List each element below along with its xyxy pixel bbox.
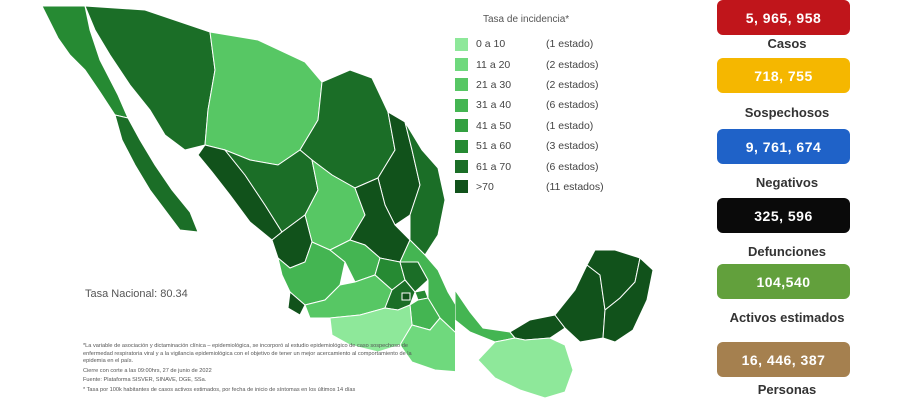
- stat-personas-value: 16, 446, 387: [717, 342, 850, 377]
- state-oaxaca: [399, 317, 455, 373]
- state-chiapas: [477, 337, 574, 399]
- footnote-source: Fuente: Plataforma SISVER, SINAVE, DGE, …: [83, 377, 207, 384]
- legend-count: (1 estado): [546, 119, 594, 132]
- legend-range: 61 a 70: [476, 160, 512, 173]
- legend-swatch: [455, 98, 468, 112]
- stat-negativos-label: Negativos: [755, 175, 819, 190]
- legend-row: 61 a 70 (6 estados): [455, 156, 645, 176]
- footnote-rate-definition: * Tasa por 100k habitantes de casos acti…: [83, 386, 356, 393]
- legend-rows: 0 a 10 (1 estado) 11 a 20 (2 estados) 21 a 3…: [455, 34, 645, 197]
- state-jalisco: [277, 241, 346, 306]
- stats-panel: 5, 965, 958 Casos 718, 755 Sospechosos 9…: [717, 0, 853, 400]
- legend-swatch: [455, 139, 468, 153]
- mexico-incidence-map: [41, 5, 455, 373]
- footnote-cutoff: Cierre con corte a las 09:00hrs, 27 de j…: [83, 367, 212, 374]
- legend-row: 51 a 60 (3 estados): [455, 136, 645, 156]
- legend-range: >70: [476, 180, 494, 193]
- map-area: Tasa de incidencia* 0 a 10 (1 estado) 11 a…: [41, 5, 654, 399]
- legend-swatch: [455, 160, 468, 174]
- stat-defunciones-label: Defunciones: [747, 244, 826, 259]
- state-campeche: [554, 264, 606, 343]
- stat-sospechosos-value: 718, 755: [717, 58, 850, 93]
- legend-range: 41 a 50: [476, 119, 512, 132]
- legend-count: (2 estados): [546, 58, 599, 71]
- legend-swatch: [455, 180, 468, 194]
- state-veracruz: [399, 239, 455, 333]
- legend-count: (1 estado): [546, 38, 594, 51]
- legend-range: 0 a 10: [476, 38, 506, 51]
- stat-personas-label: Personas: [757, 382, 817, 397]
- stat-negativos-value: 9, 761, 674: [717, 129, 850, 164]
- legend-count: (11 estados): [546, 180, 604, 193]
- legend-range: 11 a 20: [476, 58, 511, 71]
- southeast-incidence-map: [455, 249, 654, 399]
- national-rate: Tasa Nacional: 80.34: [85, 288, 188, 300]
- legend-range: 31 a 40: [476, 99, 512, 112]
- stat-activos-label: Activos estimados: [729, 310, 845, 325]
- legend-count: (6 estados): [546, 99, 599, 112]
- legend-row: 21 a 30 (2 estados): [455, 75, 645, 95]
- state-tabasco: [509, 314, 566, 341]
- legend-count: (2 estados): [546, 78, 599, 91]
- legend-count: (6 estados): [546, 160, 599, 173]
- legend-range: 51 a 60: [476, 140, 512, 153]
- legend-swatch: [455, 37, 468, 51]
- stat-casos-value: 5, 965, 958: [717, 0, 850, 35]
- footnote-methodology: *La variable de asociación y dictaminaci…: [83, 343, 412, 365]
- legend-row: 0 a 10 (1 estado): [455, 34, 645, 54]
- legend-swatch: [455, 58, 468, 72]
- state-ciudad-de-mexico: [401, 292, 411, 301]
- legend-row: >70 (11 estados): [455, 177, 645, 197]
- legend-title: Tasa de incidencia*: [483, 14, 570, 25]
- state-veracruz-south: [455, 289, 516, 343]
- stat-sospechosos-label: Sospechosos: [744, 105, 830, 120]
- legend-row: 31 a 40 (6 estados): [455, 95, 645, 115]
- legend-range: 21 a 30: [476, 78, 512, 91]
- stat-activos-value: 104,540: [717, 264, 850, 299]
- legend-count: (3 estados): [546, 140, 599, 153]
- legend-swatch: [455, 119, 468, 133]
- legend-row: 11 a 20 (2 estados): [455, 54, 645, 74]
- stat-defunciones-value: 325, 596: [717, 198, 850, 233]
- state-quintana-roo: [602, 257, 654, 343]
- stat-casos-label: Casos: [767, 36, 807, 51]
- state-baja-california-sur: [114, 114, 199, 233]
- legend-swatch: [455, 78, 468, 92]
- incidence-legend: Tasa de incidencia* 0 a 10 (1 estado) 11 a…: [455, 14, 645, 197]
- state-colima: [287, 291, 306, 316]
- footnotes: *La variable de asociación y dictaminaci…: [83, 343, 428, 397]
- legend-row: 41 a 50 (1 estado): [455, 116, 645, 136]
